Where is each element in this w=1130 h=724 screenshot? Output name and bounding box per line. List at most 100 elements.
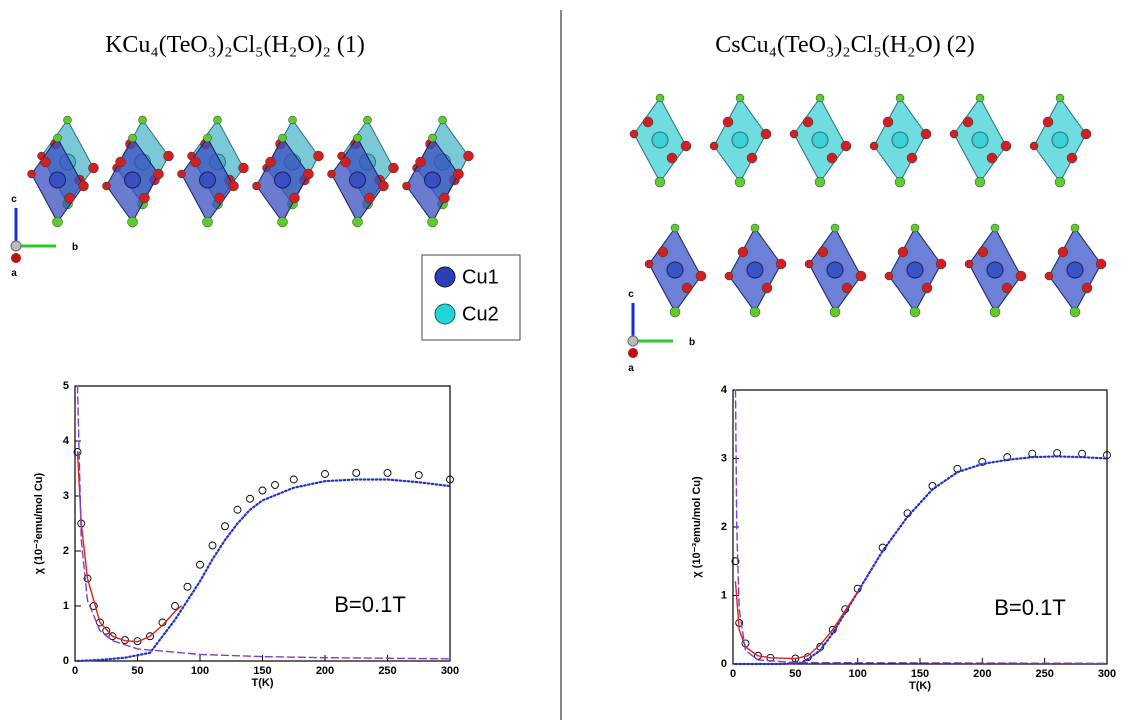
ligand-atom bbox=[816, 94, 824, 102]
cu-atom bbox=[652, 132, 668, 148]
ligand-atom bbox=[936, 259, 946, 269]
cu-atom bbox=[425, 172, 441, 188]
ligand-atom bbox=[842, 283, 852, 293]
ligand-atom bbox=[229, 181, 239, 191]
ligand-atom bbox=[1016, 271, 1026, 281]
ligand-atom bbox=[907, 153, 917, 163]
ligand-atom bbox=[89, 163, 99, 173]
y-tick-label: 2 bbox=[63, 545, 69, 557]
ligand-atom bbox=[379, 181, 389, 191]
panel-title: KCu₄(TeO₃)₂Cl₅(H₂O)₂ (1) bbox=[105, 32, 365, 58]
y-tick-label: 2 bbox=[721, 521, 727, 533]
figure: KCu₄(TeO₃)₂Cl₅(H₂O)₂ (1) CsCu₄(TeO₃)₂Cl₅… bbox=[0, 0, 1130, 724]
ligand-atom bbox=[978, 247, 988, 257]
y-axis-label: χ (10⁻³emu/mol Cu) bbox=[33, 472, 45, 574]
data-point bbox=[322, 471, 329, 478]
y-tick-label: 5 bbox=[63, 380, 69, 392]
ligand-atom bbox=[1058, 247, 1068, 257]
ligand-atom bbox=[403, 182, 411, 190]
axis-label: b bbox=[689, 337, 695, 348]
ligand-atom bbox=[416, 157, 426, 167]
cu-atom bbox=[50, 172, 66, 188]
annotation: B=0.1T bbox=[994, 595, 1066, 620]
ligand-atom bbox=[1071, 224, 1079, 232]
legend: Cu1 Cu2 bbox=[422, 255, 520, 340]
ligand-atom bbox=[790, 130, 798, 138]
ligand-atom bbox=[266, 157, 276, 167]
ligand-atom bbox=[1045, 272, 1053, 280]
x-axis-label: T(K) bbox=[252, 677, 274, 689]
ligand-atom bbox=[831, 224, 839, 232]
y-tick-label: 3 bbox=[721, 452, 727, 464]
fit-line bbox=[735, 582, 857, 659]
ligand-atom bbox=[950, 130, 958, 138]
ligand-atom bbox=[751, 224, 759, 232]
data-point bbox=[415, 472, 422, 479]
ligand-atom bbox=[710, 142, 718, 150]
ligand-atom bbox=[129, 134, 137, 142]
ligand-atom bbox=[364, 116, 372, 124]
ligand-atom bbox=[736, 94, 744, 102]
plot-frame bbox=[75, 386, 450, 661]
cu-atom bbox=[350, 172, 366, 188]
ligand-atom bbox=[79, 181, 89, 191]
ligand-atom bbox=[128, 217, 138, 227]
cu-atom bbox=[275, 172, 291, 188]
ligand-atom bbox=[667, 153, 677, 163]
ligand-atom bbox=[911, 224, 919, 232]
ligand-atom bbox=[278, 217, 288, 227]
data-point bbox=[290, 476, 297, 483]
ligand-atom bbox=[696, 271, 706, 281]
plot-frame bbox=[733, 390, 1107, 664]
ligand-atom bbox=[304, 169, 314, 179]
x-tick-label: 250 bbox=[1035, 668, 1053, 680]
cu-atom bbox=[987, 262, 1003, 278]
x-tick-label: 250 bbox=[378, 665, 396, 677]
ligand-atom bbox=[883, 117, 893, 127]
ligand-atom bbox=[827, 153, 837, 163]
ligand-atom bbox=[655, 177, 665, 187]
ligand-atom bbox=[429, 134, 437, 142]
data-point bbox=[247, 495, 254, 502]
ligand-atom bbox=[464, 151, 474, 161]
ligand-atom bbox=[750, 307, 760, 317]
y-tick-label: 3 bbox=[63, 490, 69, 502]
axis-origin bbox=[11, 241, 21, 251]
polyhedra-row bbox=[38, 116, 474, 209]
ligand-atom bbox=[723, 117, 733, 127]
ligand-atom bbox=[439, 116, 447, 124]
cu-atom bbox=[732, 132, 748, 148]
ligand-atom bbox=[191, 157, 201, 167]
ligand-atom bbox=[1055, 177, 1065, 187]
x-tick-label: 150 bbox=[253, 665, 271, 677]
ligand-atom bbox=[725, 272, 733, 280]
ligand-atom bbox=[440, 193, 450, 203]
fit-line bbox=[735, 456, 1107, 664]
ligand-atom bbox=[762, 283, 772, 293]
ligand-atom bbox=[203, 217, 213, 227]
ligand-atom bbox=[214, 116, 222, 124]
x-tick-label: 300 bbox=[441, 665, 459, 677]
ligand-atom bbox=[341, 157, 351, 167]
ligand-atom bbox=[885, 272, 893, 280]
ligand-atom bbox=[803, 117, 813, 127]
ligand-atom bbox=[1056, 94, 1064, 102]
ligand-atom bbox=[1096, 259, 1106, 269]
x-tick-label: 300 bbox=[1098, 668, 1116, 680]
x-tick-label: 200 bbox=[973, 668, 991, 680]
x-tick-label: 50 bbox=[131, 665, 143, 677]
data-point bbox=[222, 523, 229, 530]
ligand-atom bbox=[253, 182, 261, 190]
ligand-atom bbox=[116, 157, 126, 167]
axis-arrow bbox=[11, 253, 21, 263]
data-point bbox=[272, 482, 279, 489]
plot-area bbox=[74, 386, 454, 661]
ligand-atom bbox=[164, 151, 174, 161]
ligand-atom bbox=[841, 141, 851, 151]
ligand-atom bbox=[682, 283, 692, 293]
fit-line bbox=[78, 480, 451, 662]
legend-label: Cu2 bbox=[462, 303, 499, 325]
ligand-atom bbox=[1081, 129, 1091, 139]
ligand-atom bbox=[658, 247, 668, 257]
data-point bbox=[184, 583, 191, 590]
